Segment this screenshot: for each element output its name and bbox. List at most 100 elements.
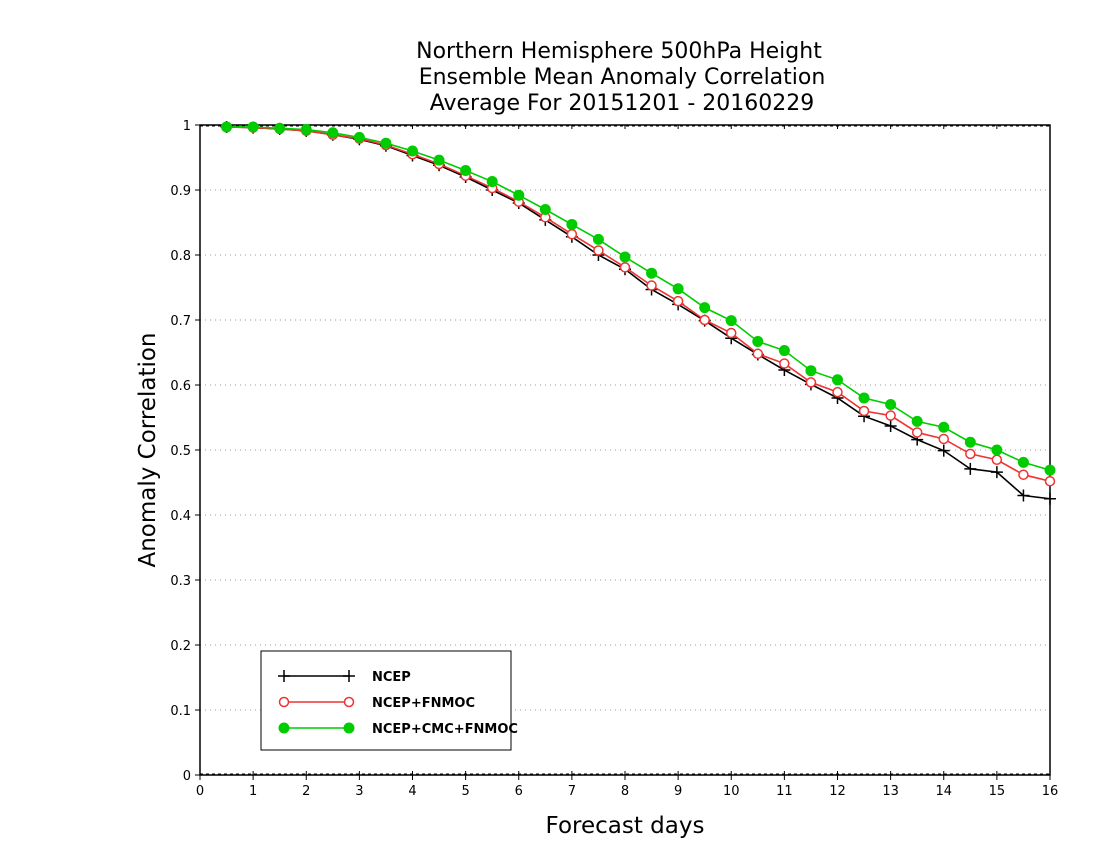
series-0-point-28 [964,462,977,475]
series-2-point-10 [486,176,498,188]
series-2-point-28 [964,436,976,448]
series-2-point-21 [778,345,790,357]
series-2-point-31 [1044,464,1056,476]
y-tick-label-0: 0 [183,769,191,784]
series-0-point-30 [1017,489,1030,502]
series-1-point-17 [672,295,684,307]
x-tick-label-6: 6 [515,784,523,799]
legend-box [260,650,512,751]
series-1 [221,121,1056,487]
y-tick-label-5: 0.5 [170,444,191,459]
series-0 [220,120,1056,505]
y-tick-label-2: 0.2 [170,639,191,654]
legend-label-0: NCEP [372,670,411,685]
x-tick-label-1: 1 [249,784,257,799]
series-2-point-20 [752,335,764,347]
legend-marker-end-0 [343,670,355,682]
series-2-point-7 [407,145,418,157]
series-1-point-13 [566,228,578,240]
x-tick-label-13: 13 [882,784,899,799]
series-2-point-11 [513,189,525,201]
y-tick-label-9: 0.9 [170,184,191,199]
series-1-point-28 [965,448,976,460]
axis-ticks: 0 1 2 3 4 5 6 7 8 9 10 11 12 13 14 15 1600.10.20.30.40.5… [170,119,1058,799]
series-2-point-3 [300,124,312,136]
x-tick-label-2: 2 [302,784,310,799]
series-group [220,120,1056,505]
series-2-point-16 [646,267,658,279]
series-2-point-29 [991,444,1003,456]
series-2-point-4 [327,127,339,139]
series-2-point-8 [433,154,445,166]
y-tick-label-3: 0.3 [170,574,191,589]
series-2-line [226,126,1051,471]
x-tick-label-4: 4 [408,784,416,799]
x-tick-label-11: 11 [776,784,793,799]
series-2-point-1 [247,121,259,133]
legend-marker-end-1 [343,696,355,708]
x-tick-label-5: 5 [461,784,469,799]
x-tick-label-12: 12 [829,784,846,799]
legend-marker-end-2 [343,722,355,734]
series-2-point-18 [699,302,711,314]
series-0-line [226,126,1051,500]
series-1-point-18 [699,314,710,326]
series-1-point-24 [858,405,870,417]
series-2-point-26 [911,415,923,427]
series-1-point-19 [726,327,737,339]
series-2-point-27 [938,421,950,433]
series-1-point-20 [752,348,764,360]
legend-marker-start-1 [278,696,290,708]
y-tick-label-6: 0.6 [170,379,191,394]
x-tick-label-10: 10 [723,784,740,799]
legend-item-1: NCEP+FNMOC [278,696,475,711]
legend-label-2: NCEP+CMC+FNMOC [372,722,518,737]
x-tick-label-16: 16 [1042,784,1059,799]
series-1-point-22 [805,377,817,388]
series-2-point-30 [1017,456,1029,468]
series-2-point-9 [460,165,472,176]
series-2-point-12 [539,204,551,215]
x-tick-label-14: 14 [935,784,952,799]
legend-marker-start-0 [278,670,290,682]
x-tick-label-15: 15 [989,784,1006,799]
chart-title: Northern Hemisphere 500hPa Height Ensemb… [416,39,825,116]
series-1-point-30 [1018,469,1029,480]
title-line-3: Average For 20151201 - 20160229 [430,91,815,116]
y-tick-label-8: 0.8 [170,249,191,264]
series-2-point-0 [221,121,233,133]
x-tick-label-0: 0 [196,784,204,799]
series-1-point-31 [1044,475,1056,487]
legend-items: NCEP NCEP+FNMOC NCEP+CMC+FNMOC [278,670,518,737]
title-line-1: Northern Hemisphere 500hPa Height [416,39,822,64]
legend: NCEP NCEP+FNMOC NCEP+CMC+FNMOC [260,650,518,751]
series-2-point-2 [274,122,286,134]
y-tick-label-4: 0.4 [170,509,191,524]
series-2-point-25 [885,399,897,410]
series-1-point-23 [832,386,843,398]
series-2-point-6 [380,137,392,149]
series-2 [221,121,1056,476]
series-1-point-16 [646,280,657,291]
series-2-point-24 [858,392,870,404]
series-2-point-19 [725,315,737,327]
series-0-point-29 [990,466,1003,479]
series-1-point-29 [991,454,1003,465]
series-0-point-27 [937,444,950,457]
legend-item-0: NCEP [278,670,411,685]
series-2-point-17 [672,283,684,295]
series-1-point-25 [885,410,896,421]
series-2-point-22 [805,365,817,377]
series-1-point-15 [619,262,631,273]
series-2-point-13 [566,218,578,230]
series-0-point-31 [1044,492,1056,505]
series-0-point-25 [884,419,897,432]
x-tick-label-8: 8 [621,784,629,799]
y-tick-label-7: 0.7 [170,314,191,329]
x-axis-label: Forecast days [546,813,705,839]
series-1-point-14 [593,245,604,256]
series-2-point-23 [832,374,843,386]
y-tick-label-1: 0.1 [170,704,191,719]
x-tick-label-7: 7 [568,784,576,799]
